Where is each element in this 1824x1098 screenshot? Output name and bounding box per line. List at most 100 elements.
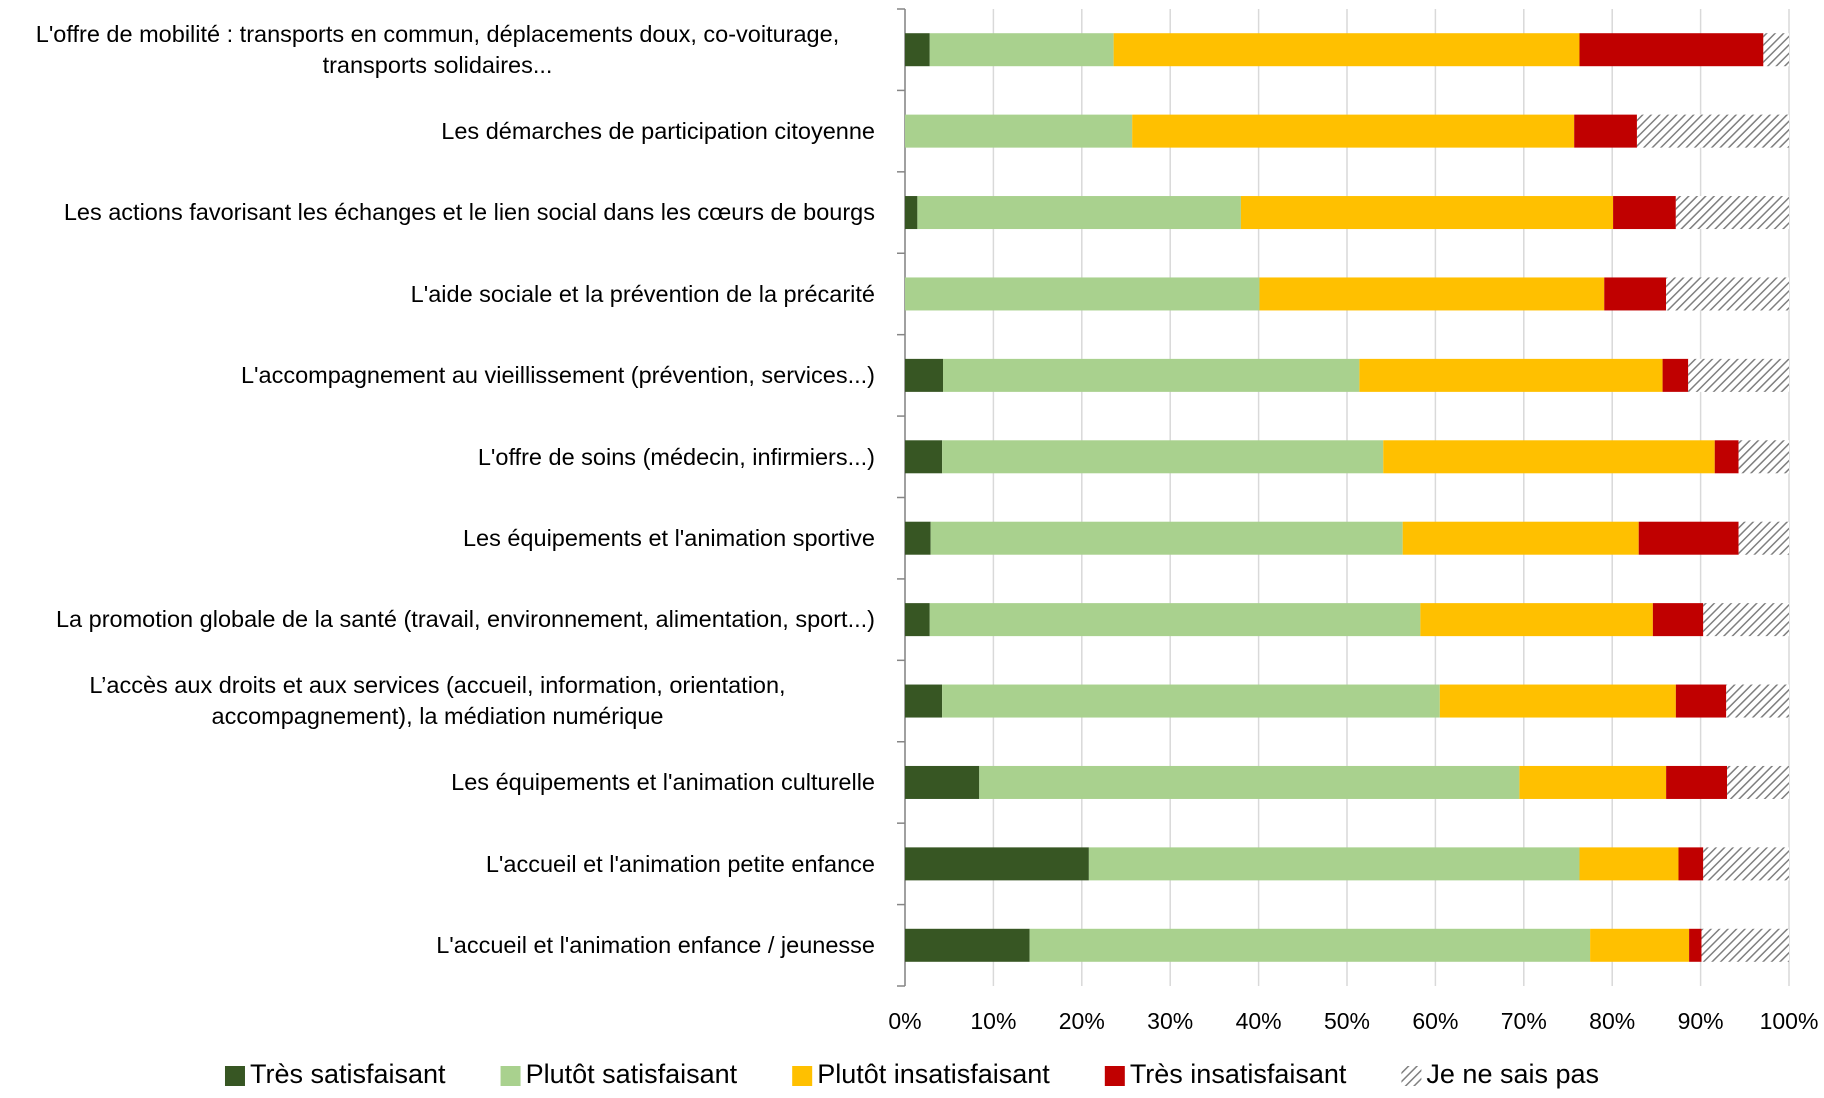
bar-segment xyxy=(905,114,1133,148)
x-tick-label: 50% xyxy=(1324,1008,1370,1034)
bar-segment xyxy=(1652,603,1704,637)
bar-segment xyxy=(1420,603,1653,637)
category-label-wrap: Les équipements et l'animation culturell… xyxy=(0,742,875,823)
bar-segment xyxy=(1675,196,1789,230)
legend-swatch xyxy=(1104,1066,1125,1086)
legend-swatch xyxy=(1401,1066,1422,1086)
legend-swatch xyxy=(500,1066,521,1086)
bar-segment xyxy=(1666,277,1789,311)
bar-segment xyxy=(1636,114,1789,148)
category-label-wrap: L’accès aux droits et aux services (accu… xyxy=(0,660,875,741)
bar-segment xyxy=(943,358,1360,392)
bar-segment xyxy=(1359,358,1663,392)
bar-segment xyxy=(929,33,1114,67)
legend-swatch xyxy=(224,1066,245,1086)
category-label-box: L'accueil et l'animation enfance / jeune… xyxy=(436,932,875,958)
x-tick-label: 100% xyxy=(1760,1008,1819,1034)
bar-segment xyxy=(905,33,930,67)
category-label-wrap: Les démarches de participation citoyenne xyxy=(0,90,875,171)
bar-segment xyxy=(929,603,1421,637)
bar-segment xyxy=(1703,603,1789,637)
category-label: Les démarches de participation citoyenne xyxy=(441,117,875,144)
category-label: L'accueil et l'animation petite enfance xyxy=(485,850,875,877)
bar-segment xyxy=(905,277,1260,311)
bar-segment xyxy=(917,196,1241,230)
bar-segment xyxy=(1439,684,1676,718)
category-label-box: La promotion globale de la santé (travai… xyxy=(0,579,875,660)
bar-segment xyxy=(905,684,943,718)
bar-segment xyxy=(1701,928,1789,962)
bar-segment xyxy=(1574,114,1637,148)
category-label-box: L'accompagnement au vieillissement (prév… xyxy=(0,335,875,416)
x-tick-label: 60% xyxy=(1412,1008,1458,1034)
category-label: L’accès aux droits et aux services (accu… xyxy=(89,672,786,730)
legend-label: Très satisfaisant xyxy=(250,1059,446,1089)
category-label-box: Les équipements et l'animation sportive xyxy=(0,498,875,579)
category-label: L'aide sociale et la prévention de la pr… xyxy=(410,280,875,307)
bar-segment xyxy=(905,440,943,474)
x-tick-label: 90% xyxy=(1678,1008,1724,1034)
bar-segment xyxy=(1738,440,1789,474)
bar-segment xyxy=(905,196,918,230)
legend-label: Plutôt insatisfaisant xyxy=(817,1059,1050,1089)
bar-segment xyxy=(1579,847,1679,881)
category-label: Les équipements et l'animation sportive xyxy=(462,524,875,551)
bar-segment xyxy=(1402,521,1639,555)
bar-segment xyxy=(905,603,930,637)
bar-segment xyxy=(1678,847,1704,881)
category-label-box: L’accès aux droits et aux services (accu… xyxy=(0,660,875,741)
legend-swatch xyxy=(792,1066,813,1086)
category-label: L'offre de mobilité : transports en comm… xyxy=(35,21,840,78)
bar-segment xyxy=(1259,277,1605,311)
category-label-wrap: L'aide sociale et la prévention de la pr… xyxy=(0,253,875,334)
category-label-wrap: L'offre de mobilité : transports en comm… xyxy=(0,9,875,90)
category-label: La promotion globale de la santé (travai… xyxy=(55,606,875,633)
category-label-wrap: Les équipements et l'animation sportive xyxy=(0,498,875,579)
legend-label: Plutôt satisfaisant xyxy=(526,1059,738,1089)
bar-segment xyxy=(1703,847,1789,881)
category-label-box: L'offre de mobilité : transports en comm… xyxy=(0,9,875,90)
bar-segment xyxy=(1638,521,1739,555)
category-label-box: L'aide sociale et la prévention de la pr… xyxy=(0,253,875,334)
category-label-wrap: La promotion globale de la santé (travai… xyxy=(0,579,875,660)
bar-segment xyxy=(1240,196,1614,230)
x-tick-label: 10% xyxy=(970,1008,1016,1034)
bar-segment xyxy=(1688,358,1789,392)
category-label-box: Les actions favorisant les échanges et l… xyxy=(0,172,875,253)
bar-segment xyxy=(1738,521,1789,555)
bar-segment xyxy=(1689,928,1702,962)
bar-segment xyxy=(1763,33,1789,67)
bar-segment xyxy=(1113,33,1580,67)
bar-segment xyxy=(905,928,1030,962)
bar-segment xyxy=(1088,847,1580,881)
bar-segment xyxy=(1662,358,1689,392)
bar-segment xyxy=(930,521,1403,555)
x-tick-label: 20% xyxy=(1059,1008,1105,1034)
bar-segment xyxy=(905,847,1089,881)
x-tick-label: 40% xyxy=(1236,1008,1282,1034)
x-tick-label: 30% xyxy=(1147,1008,1193,1034)
bar-segment xyxy=(905,765,980,799)
legend-label: Très insatisfaisant xyxy=(1130,1059,1347,1089)
category-label-box: L'accueil et l'animation petite enfance xyxy=(485,850,875,877)
bar-segment xyxy=(1726,684,1789,718)
category-label: L'offre de soins (médecin, infirmiers...… xyxy=(477,443,875,470)
category-label-wrap: L'accompagnement au vieillissement (prév… xyxy=(0,335,875,416)
category-label-wrap: L'offre de soins (médecin, infirmiers...… xyxy=(0,416,875,497)
bar-segment xyxy=(942,684,1440,718)
x-tick-label: 0% xyxy=(888,1008,921,1034)
category-label-wrap: Les actions favorisant les échanges et l… xyxy=(0,172,875,253)
category-label: L'accompagnement au vieillissement (prév… xyxy=(240,362,875,389)
bar-segment xyxy=(1714,440,1739,474)
category-label-box: Les démarches de participation citoyenne xyxy=(0,90,875,171)
bar-segment xyxy=(1613,196,1676,230)
bar-segment xyxy=(1029,928,1591,962)
category-label-box: Les équipements et l'animation culturell… xyxy=(0,742,875,823)
bar-segment xyxy=(979,765,1520,799)
bar-segment xyxy=(1132,114,1575,148)
bar-segment xyxy=(1666,765,1728,799)
bar-segment xyxy=(1519,765,1667,799)
bar-segment xyxy=(1604,277,1667,311)
category-label: Les équipements et l'animation culturell… xyxy=(451,769,875,796)
